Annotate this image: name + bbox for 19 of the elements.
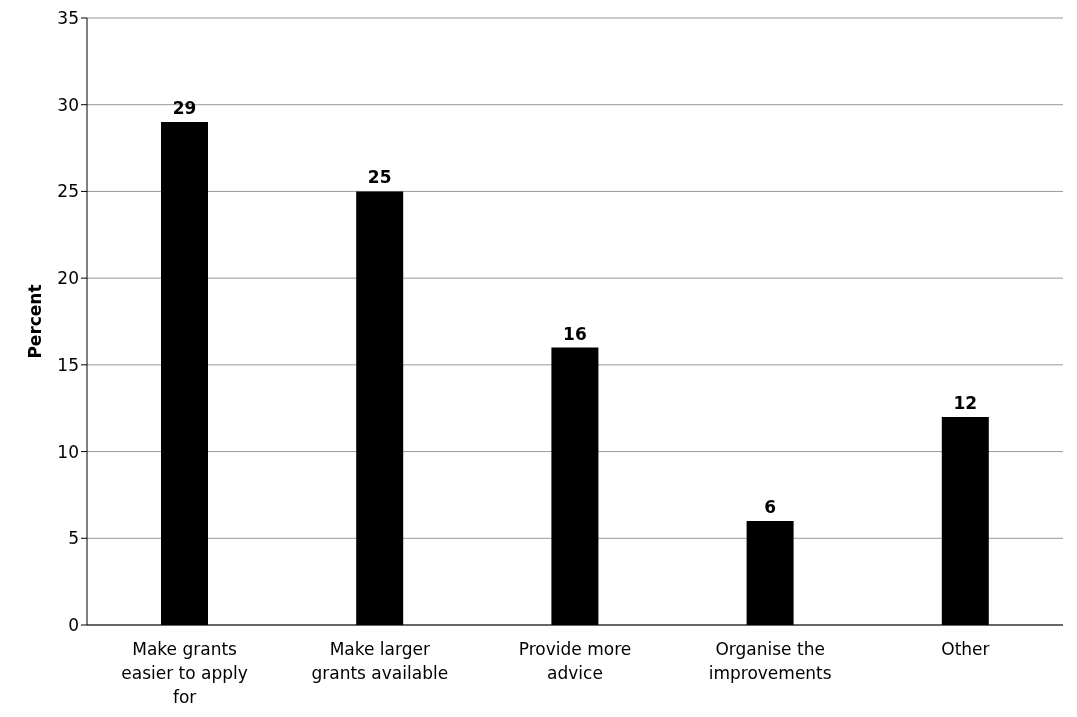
y-tick-label: 5 — [68, 528, 79, 549]
y-tick-label: 20 — [57, 268, 79, 289]
x-tick-label: Make grants easier to apply for — [121, 639, 248, 708]
x-tick-label: Provide more advice — [518, 639, 632, 684]
x-tick-label: Other — [941, 639, 990, 660]
y-tick-label: 0 — [68, 615, 79, 636]
y-tick-label: 35 — [57, 8, 79, 29]
x-tick-label: Organise the improvements — [708, 639, 832, 684]
y-tick-label: 10 — [57, 441, 79, 462]
y-axis-title: Percent — [25, 284, 46, 359]
y-tick-label: 15 — [57, 354, 79, 375]
y-tick-label: 30 — [57, 94, 79, 115]
x-tick-label: Make larger grants available — [311, 639, 449, 684]
data-label: 12 — [953, 392, 978, 413]
data-label: 29 — [172, 98, 197, 119]
data-label: 25 — [367, 167, 392, 188]
data-label: 16 — [563, 323, 587, 344]
y-tick-label: 25 — [57, 181, 79, 202]
data-label: 6 — [764, 496, 777, 517]
